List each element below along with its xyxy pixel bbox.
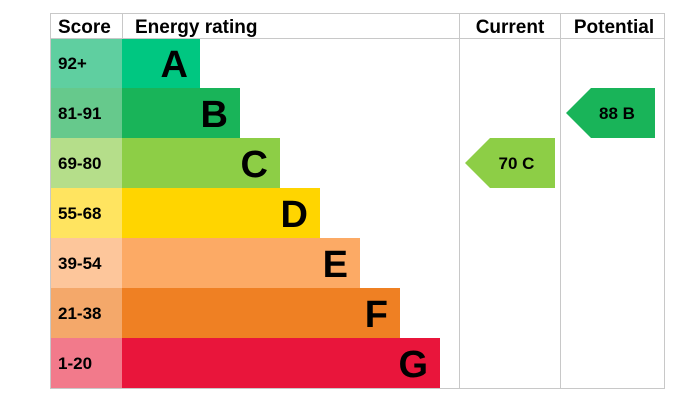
current-column-header: Current: [476, 17, 545, 38]
score-range-g: 1-20: [58, 354, 92, 373]
score-range-b: 81-91: [58, 104, 101, 123]
band-bar-e: [122, 238, 360, 288]
score-cell-b: [50, 88, 122, 138]
band-bar-d: [122, 188, 320, 238]
band-letter-g: G: [398, 344, 428, 386]
potential-column-header: Potential: [574, 17, 654, 38]
current-rating-label: 70 C: [499, 154, 535, 173]
band-bar-b: [122, 88, 240, 138]
rating-tags: 70 C 88 B: [465, 88, 655, 188]
band-letter-f: F: [365, 294, 388, 336]
table-grid: [50, 13, 665, 389]
band-letter-c: C: [241, 144, 268, 186]
score-column-header: Score: [58, 17, 111, 38]
score-cell-a: [50, 38, 122, 88]
band-letter-d: D: [281, 194, 308, 236]
score-range-a: 92+: [58, 54, 87, 73]
score-cell-f: [50, 288, 122, 338]
score-range-f: 21-38: [58, 304, 101, 323]
band-letter-b: B: [201, 94, 228, 136]
band-letter-e: E: [323, 244, 348, 286]
score-cell-c: [50, 138, 122, 188]
table-border: [50, 13, 665, 389]
score-range-d: 55-68: [58, 204, 101, 223]
potential-rating-label: 88 B: [599, 104, 635, 123]
header-row-bg: [50, 13, 664, 39]
score-cell-e: [50, 238, 122, 288]
score-range-e: 39-54: [58, 254, 102, 273]
band-bar-f: [122, 288, 400, 338]
score-range-c: 69-80: [58, 154, 101, 173]
energy-rating-column-header: Energy rating: [135, 17, 257, 38]
current-rating-arrow: [465, 138, 555, 188]
score-cell-d: [50, 188, 122, 238]
potential-rating-arrow: [566, 88, 655, 138]
band-bar-a: [122, 38, 200, 88]
rating-bands: 92+ A 81-91 B 69-80 C 55-68 D 39-54 E 21-38 F 1-20 G: [50, 38, 440, 388]
band-letter-a: A: [161, 44, 188, 86]
band-bar-g: [122, 338, 440, 388]
score-cell-g: [50, 338, 122, 388]
band-bar-c: [122, 138, 280, 188]
